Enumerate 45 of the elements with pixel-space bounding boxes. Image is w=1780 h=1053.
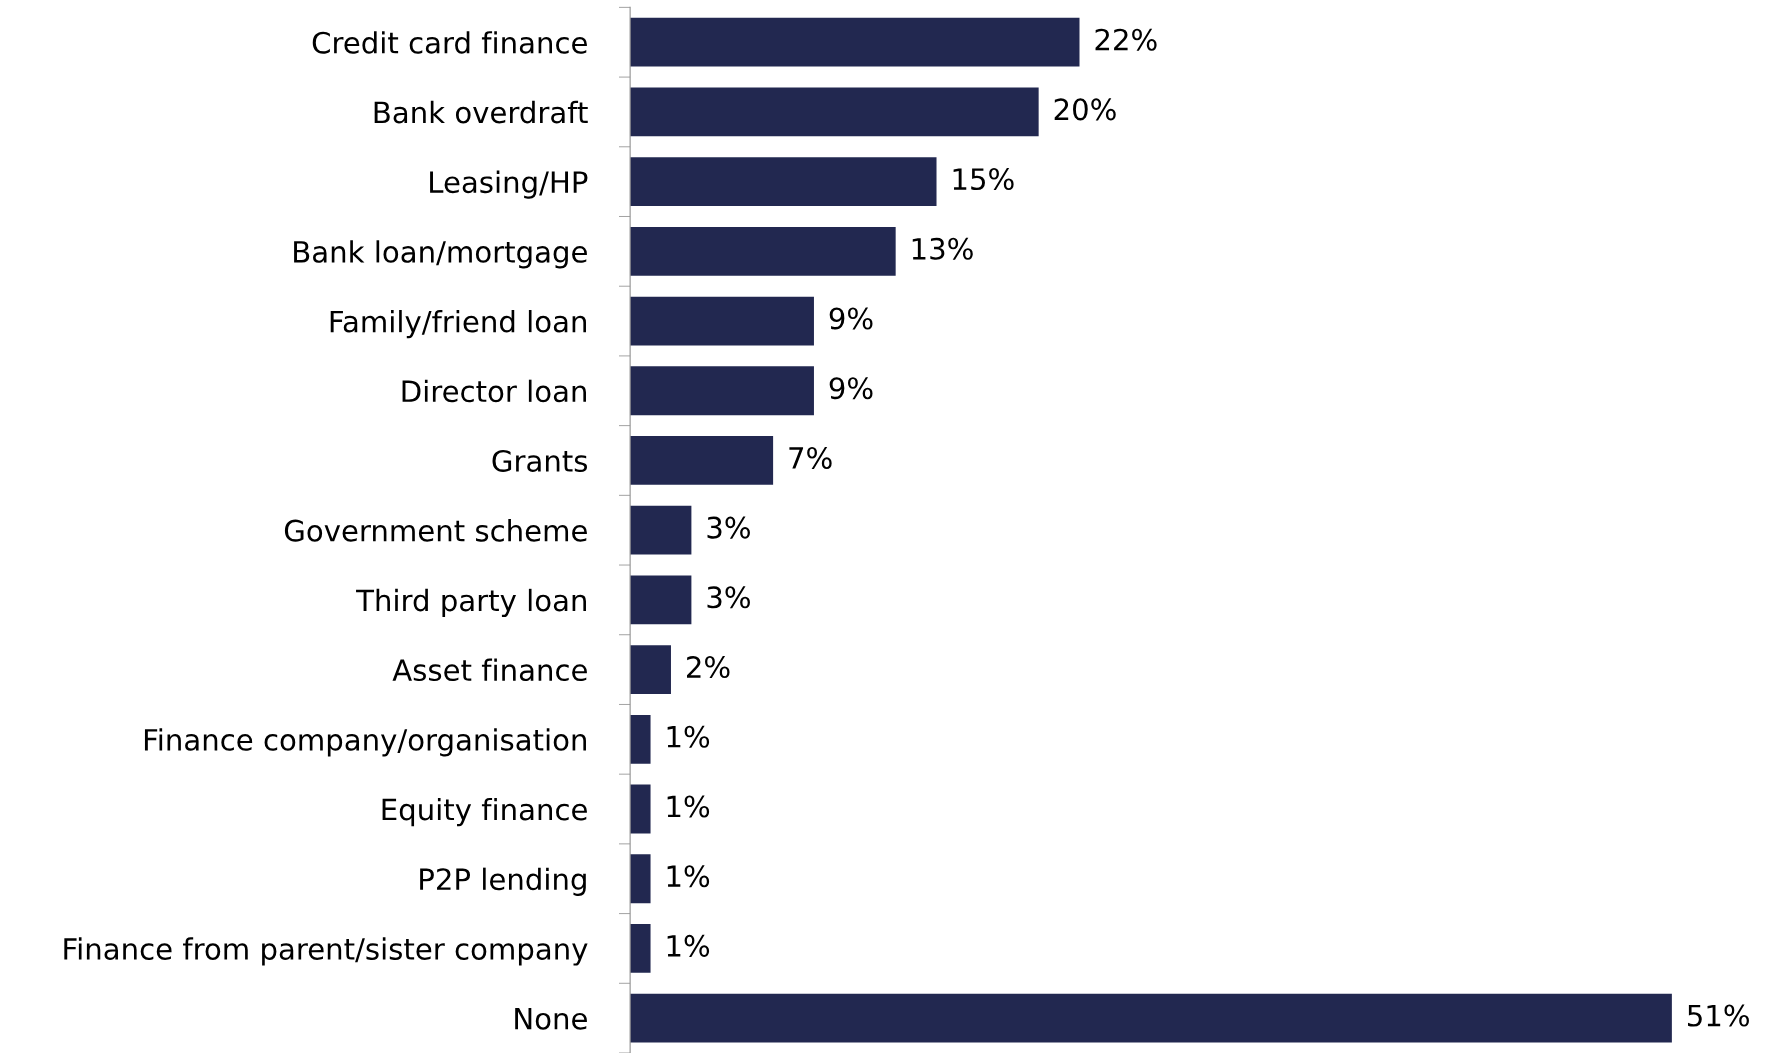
data-label: 3% [707,516,750,539]
data-label: 9% [829,307,873,330]
y-tick-label: Family/friend loan [330,309,586,339]
bar [630,924,651,973]
y-tick-label: None [515,1007,587,1030]
data-label: 1% [667,795,710,818]
y-tick-label: Equity finance [382,797,587,827]
y-tick-label: Director loan [402,379,586,403]
bar [630,436,774,485]
bar [630,714,651,764]
y-tick-label: P2P lending [420,867,586,896]
y-tick-label: Bank loan/mortgage [294,240,587,269]
bar [630,366,814,416]
y-tick-label: Bank overdraft [374,100,588,124]
bar [630,226,896,276]
data-label: 1% [667,725,710,748]
y-tick-label: Grants [492,449,588,472]
bar [630,87,1039,137]
data-label: 51% [1688,1004,1749,1027]
data-label: 22% [1095,28,1157,51]
y-tick-label: Finance company/organisation [144,728,586,757]
bar [630,157,937,207]
y-tick-label: Credit card finance [312,31,587,54]
bar [630,296,814,346]
y-tick-label: Government scheme [284,519,587,542]
bar [630,854,651,904]
data-label: 3% [707,586,750,609]
data-label: 2% [687,656,730,679]
y-tick-label: Finance from parent/sister company [64,937,588,966]
data-label: 13% [912,237,973,260]
data-label: 1% [667,865,710,888]
y-tick-label: Leasing/HP [430,170,588,199]
data-label: 15% [953,168,1014,191]
bar [630,993,1672,1043]
data-label: 20% [1054,98,1116,121]
bar [630,505,692,555]
bar [630,784,651,834]
bar [630,575,692,625]
data-label: 1% [667,934,710,957]
bar [630,645,671,694]
y-tick-label: Asset finance [392,658,587,682]
data-label: 7% [789,446,832,469]
y-tick-label: Third party loan [356,588,586,618]
bar [630,17,1080,67]
data-label: 9% [829,377,873,400]
